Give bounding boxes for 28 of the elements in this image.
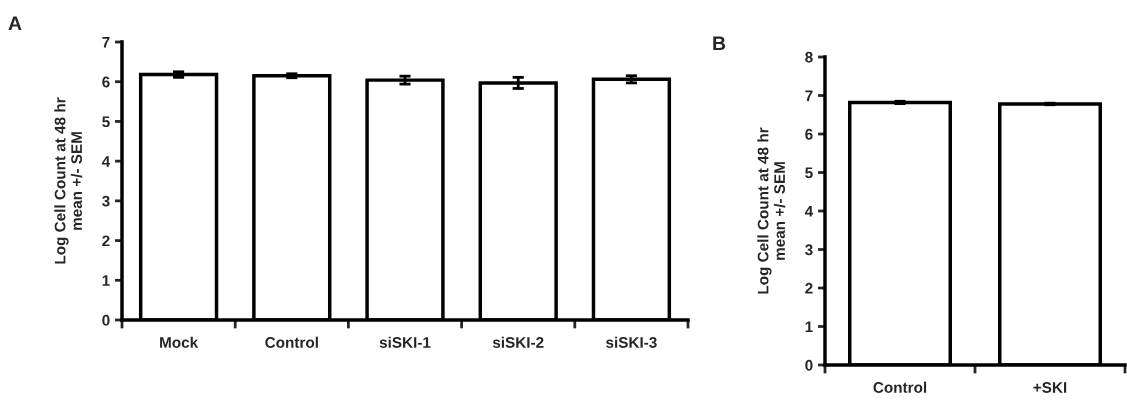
- x-tick-label: siSKI-3: [606, 336, 657, 348]
- y-tick-label: 5: [102, 116, 110, 128]
- chart-title: B: [713, 36, 726, 50]
- y-tick-label: 1: [102, 275, 110, 286]
- x-tick-label: Mock: [160, 336, 199, 348]
- y-tick-label: 1: [805, 321, 813, 333]
- y-tick-label: 2: [805, 282, 813, 294]
- y-tick-label: 4: [101, 156, 111, 167]
- y-tick-label: 6: [102, 76, 110, 88]
- x-tick-label: +SKI: [1033, 382, 1067, 393]
- chart-title: A: [8, 16, 22, 30]
- y-tick-label: 6: [805, 128, 813, 140]
- y-tick-label: 0: [805, 359, 813, 371]
- y-axis-title: Log Cell Count at 48 hr mean +/- SEM: [757, 127, 786, 294]
- y-tick-label: 7: [102, 37, 110, 48]
- y-tick-label: 2: [102, 235, 110, 247]
- x-tick-label: Control: [265, 336, 318, 348]
- x-tick-label: Control: [873, 381, 927, 393]
- y-tick-label: 4: [804, 206, 814, 217]
- x-tick-label: siSKI-1: [379, 336, 431, 348]
- y-axis-title: Log Cell Count at 48 hr mean +/- SEM: [54, 97, 83, 264]
- x-tick-label: siSKI-2: [492, 336, 544, 348]
- y-tick-label: 7: [805, 90, 813, 102]
- y-tick-label: 3: [102, 195, 110, 207]
- y-tick-label: 5: [805, 167, 813, 179]
- y-tick-label: 0: [102, 314, 110, 326]
- y-tick-label: 3: [805, 244, 813, 256]
- y-tick-label: 8: [805, 51, 813, 63]
